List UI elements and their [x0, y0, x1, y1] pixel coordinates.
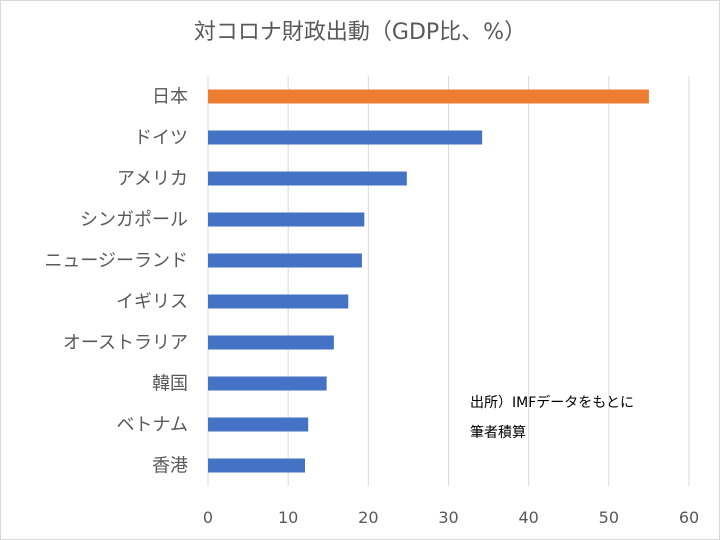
- bar-2: [208, 171, 407, 186]
- bar-5: [208, 294, 349, 309]
- bar-8: [208, 417, 309, 432]
- source-note-line-2: 筆者積算: [470, 425, 526, 441]
- x-tick-labels: 0 10 20 30 40 50 60: [203, 508, 699, 527]
- bars: [208, 89, 649, 473]
- category-label-4: ニュージーランド: [44, 251, 188, 272]
- x-tick-label-40: 40: [518, 508, 538, 527]
- chart-title: 対コロナ財政出動（GDP比、%）: [193, 20, 527, 45]
- x-tick-label-20: 20: [358, 508, 378, 527]
- category-label-5: イギリス: [116, 292, 188, 313]
- category-label-3: シンガポール: [80, 210, 188, 231]
- category-label-0: 日本: [152, 87, 188, 108]
- bar-9: [208, 458, 306, 473]
- source-note-line-1: 出所）IMFデータをもとに: [470, 395, 634, 411]
- bar-4: [208, 253, 362, 268]
- category-label-2: アメリカ: [117, 169, 188, 190]
- bar-6: [208, 335, 334, 350]
- category-labels: 日本ドイツアメリカシンガポールニュージーランドイギリスオーストラリア韓国ベトナム…: [44, 87, 188, 477]
- x-tick-label-30: 30: [438, 508, 458, 527]
- x-tick-label-60: 60: [679, 508, 699, 527]
- category-label-9: 香港: [152, 456, 188, 477]
- source-note: 出所）IMFデータをもとに 筆者積算: [470, 388, 634, 448]
- category-label-8: ベトナム: [117, 415, 188, 436]
- x-tick-label-50: 50: [599, 508, 619, 527]
- bar-0: [208, 89, 649, 104]
- bar-7: [208, 376, 327, 391]
- category-label-6: オーストラリア: [63, 333, 188, 354]
- category-label-1: ドイツ: [134, 128, 188, 149]
- bar-1: [208, 130, 483, 145]
- x-tick-label-10: 10: [278, 508, 298, 527]
- bar-3: [208, 212, 365, 227]
- x-tick-label-0: 0: [203, 508, 213, 527]
- category-label-7: 韓国: [152, 374, 188, 395]
